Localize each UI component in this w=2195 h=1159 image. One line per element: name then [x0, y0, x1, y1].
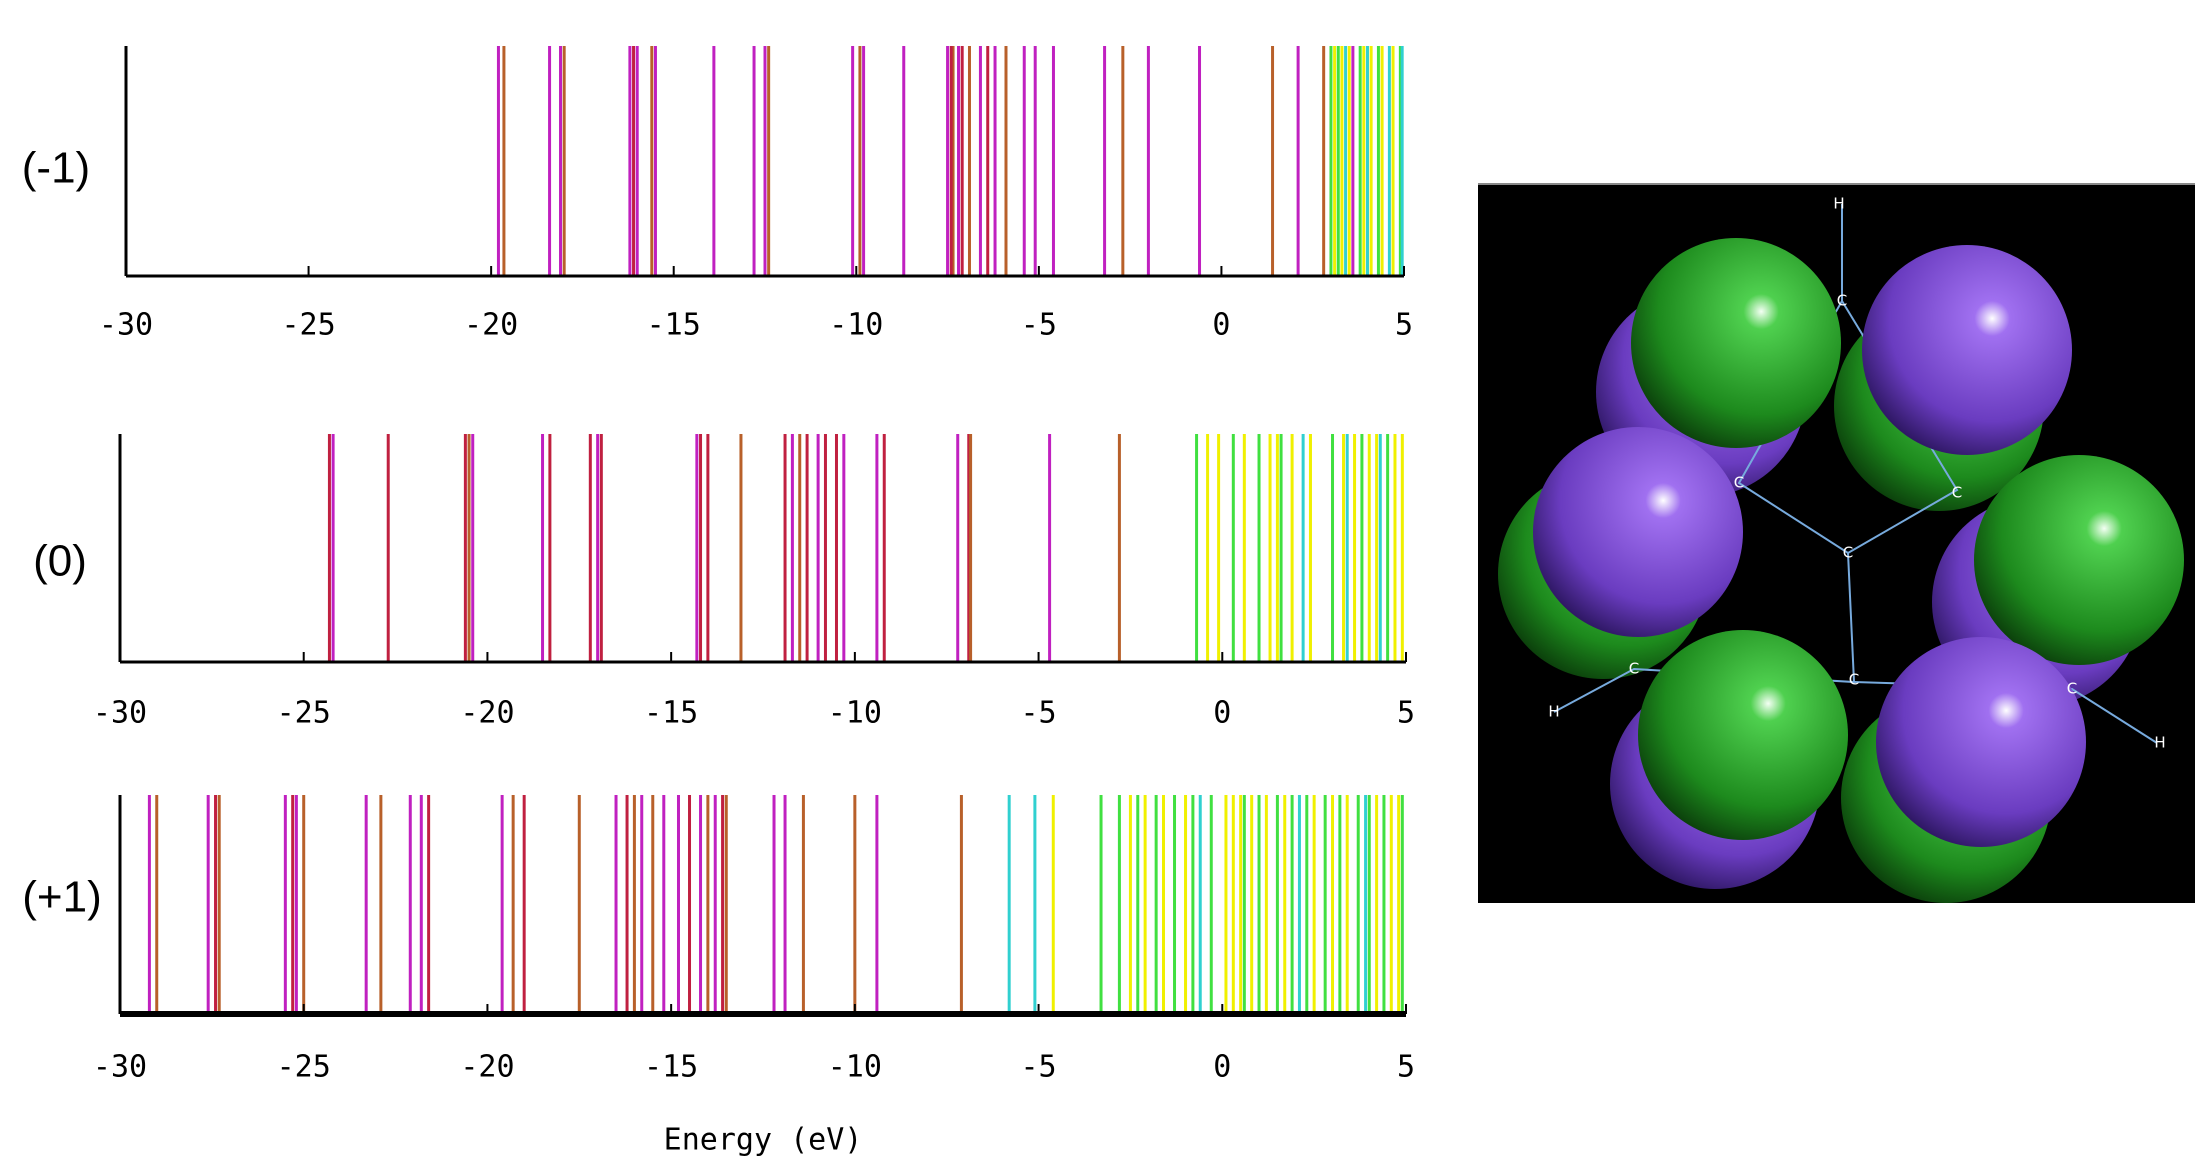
atom-label: C: [1837, 292, 1847, 310]
atom-label: C: [1849, 671, 1859, 689]
charts: (-1) -30 -25 -20 -15 -10 -5 0 5 (0) -30 -25 -20 -15 -1…: [22, 46, 1415, 1158]
x-tick-label: -20: [464, 308, 518, 343]
x-tick-label: -5: [1021, 696, 1057, 731]
x-tick-label: -15: [644, 696, 698, 731]
x-tick-label: -15: [647, 308, 701, 343]
panel-label: (-1): [22, 144, 90, 193]
atom-label: C: [1843, 544, 1853, 562]
x-axis-label: Energy (eV): [664, 1123, 863, 1158]
x-tick-label: -25: [281, 308, 335, 343]
x-tick-label: 0: [1213, 1050, 1231, 1085]
x-tick-label: -20: [460, 1050, 514, 1085]
x-tick-label: -5: [1021, 1050, 1057, 1085]
x-tick-label: 5: [1397, 696, 1415, 731]
x-tick-label: -25: [277, 696, 331, 731]
lobe: [1974, 455, 2184, 665]
molecule-image: H C C C C C C C H H: [1478, 183, 2195, 903]
atom-label: H: [1548, 703, 1559, 721]
lobe: [1862, 245, 2072, 455]
x-tick-label: -30: [93, 696, 147, 731]
panel-label: (+1): [22, 873, 101, 922]
x-tick-label: -5: [1021, 308, 1057, 343]
lobe: [1638, 630, 1848, 840]
atom-label: H: [2154, 734, 2165, 752]
x-tick-label: -30: [99, 308, 153, 343]
lobe: [1876, 637, 2086, 847]
x-tick-label: 5: [1395, 308, 1413, 343]
atom-label: C: [1734, 474, 1744, 492]
atom-label: C: [2067, 680, 2077, 698]
atom-label: H: [1833, 195, 1844, 213]
x-tick-label: -25: [277, 1050, 331, 1085]
x-tick-label: -15: [644, 1050, 698, 1085]
x-tick-label: 0: [1212, 308, 1230, 343]
x-tick-label: -10: [829, 308, 883, 343]
x-tick-label: -20: [460, 696, 514, 731]
lobe: [1631, 238, 1841, 448]
page: (-1) -30 -25 -20 -15 -10 -5 0 5 (0) -30 -25 -20 -15 -1…: [0, 0, 2195, 1159]
panel-label: (0): [33, 537, 87, 586]
x-tick-label: 5: [1397, 1050, 1415, 1085]
x-tick-label: -30: [93, 1050, 147, 1085]
atom-label: C: [1952, 484, 1962, 502]
lobe: [1533, 427, 1743, 637]
x-tick-label: 0: [1213, 696, 1231, 731]
x-tick-label: -10: [828, 1050, 882, 1085]
x-tick-label: -10: [828, 696, 882, 731]
atom-label: C: [1629, 660, 1639, 678]
